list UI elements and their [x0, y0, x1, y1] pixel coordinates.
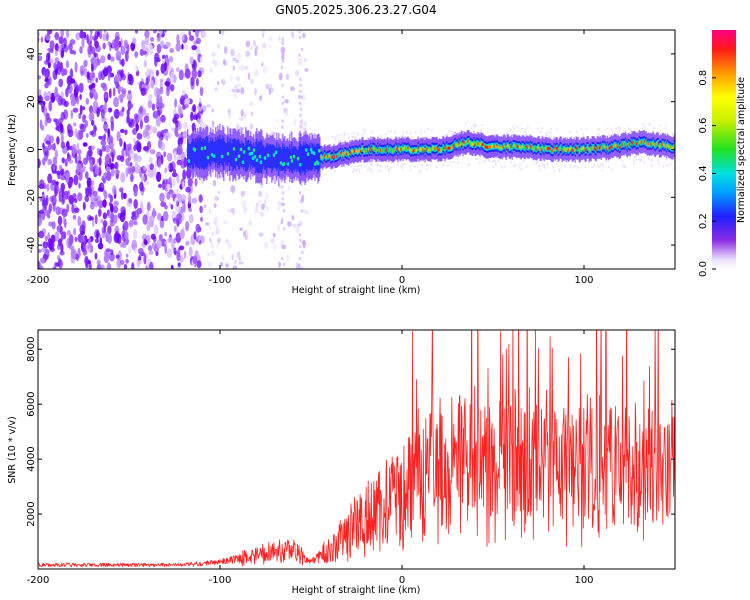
snr-x-tick-label: 100: [574, 575, 593, 586]
colorbar: 0.0 0.2 0.4 0.6 0.8 Normalized spectral ampl…: [698, 30, 747, 277]
spectrogram-y-tick-label: 40: [26, 48, 37, 61]
spectrogram-x-label: Height of straight line (km): [292, 285, 421, 296]
snr-y-label: SNR (10 * v/v): [7, 416, 18, 484]
snr-x-label: Height of straight line (km): [292, 585, 421, 596]
snr-panel: -200 -100 0 100 2000 4000 6000 8000 Height of s…: [7, 329, 676, 596]
colorbar-tick-label: 0.4: [698, 165, 709, 181]
snr-y-tick-label: 6000: [26, 391, 37, 416]
colorbar-tick-label: 0.2: [698, 213, 709, 229]
snr-frame: [37, 329, 676, 570]
snr-ticks: -200 -100 0 100 2000 4000 6000 8000: [26, 330, 675, 586]
spectrogram-x-tick-label: 0: [399, 275, 405, 286]
colorbar-gradient: [712, 30, 736, 269]
spectrogram-y-tick-label: 0: [26, 146, 37, 152]
colorbar-tick-label: 0.8: [698, 70, 709, 86]
spectrogram-x-tick-label: -200: [27, 275, 50, 286]
snr-x-tick-label: -100: [209, 575, 232, 586]
snr-y-tick-label: 8000: [26, 337, 37, 362]
colorbar-ticks: 0.0 0.2 0.4 0.6 0.8: [698, 70, 716, 277]
snr-series-line: [38, 330, 675, 568]
snr-y-tick-label: 2000: [26, 501, 37, 526]
colorbar-tick-label: 0.0: [698, 261, 709, 277]
colorbar-label: Normalized spectral amplitude: [736, 77, 747, 223]
spectrogram-y-tick-label: -40: [26, 237, 37, 253]
spectrogram-y-tick-label: 20: [26, 95, 37, 108]
snr-x-tick-label: -200: [27, 575, 50, 586]
spectrogram-image: [38, 30, 675, 269]
spectrogram-x-tick-label: 100: [574, 275, 593, 286]
spectrogram-y-tick-label: -20: [26, 189, 37, 205]
spectrogram-x-tick-label: -100: [209, 275, 232, 286]
snr-x-tick-label: 0: [399, 575, 405, 586]
figure-title: GN05.2025.306.23.27.G04: [275, 3, 436, 17]
spectrogram-y-label: Frequency (Hz): [7, 114, 18, 186]
snr-y-tick-label: 4000: [26, 446, 37, 471]
colorbar-tick-label: 0.6: [698, 118, 709, 134]
